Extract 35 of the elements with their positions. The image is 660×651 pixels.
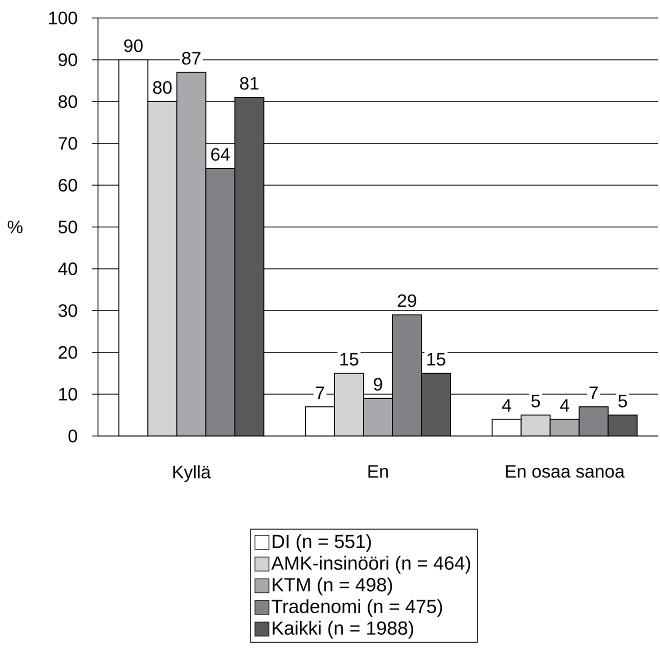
y-tick-label: 80 [58,95,78,108]
y-tick-label: 10 [59,388,78,401]
y-tick-label: 40 [58,262,78,276]
data-label: 7 [316,386,324,400]
y-tick-label: 60 [58,178,78,192]
y-tick-label: 50 [58,220,78,234]
data-label: 5 [618,394,627,408]
data-label: 4 [560,399,570,412]
y-tick-label: 100 [49,12,78,24]
data-label: 15 [427,353,446,366]
data-label: 80 [153,81,172,94]
y-axis-title: % [8,220,22,234]
data-label: 15 [340,353,358,366]
data-label: 5 [531,394,540,408]
data-label: 87 [182,52,200,65]
y-tick-label: 30 [58,304,78,317]
data-label: 90 [124,39,143,52]
legend-label: KTM (n = 498) [272,578,392,596]
legend-label: Tradenomi (n = 475) [272,599,442,617]
y-tick-label: 70 [58,137,78,150]
data-label: 64 [211,148,230,161]
x-tick-label: En osaa sanoa [506,465,625,478]
x-tick-label: En [368,465,388,478]
legend-label: DI (n = 551) [272,534,371,552]
data-label: 7 [590,386,598,400]
y-tick-label: 90 [58,53,78,66]
legend-label: AMK-insinööri (n = 464) [271,556,470,574]
legend-label: Kaikki (n = 1988) [272,620,414,639]
y-tick-label: 0 [68,430,78,442]
data-label: 9 [374,378,382,391]
data-label: 4 [502,399,512,412]
x-tick-label: Kyllä [173,465,211,482]
data-label: 81 [240,76,258,90]
data-label: 29 [398,294,416,308]
y-tick-label: 20 [58,346,78,359]
